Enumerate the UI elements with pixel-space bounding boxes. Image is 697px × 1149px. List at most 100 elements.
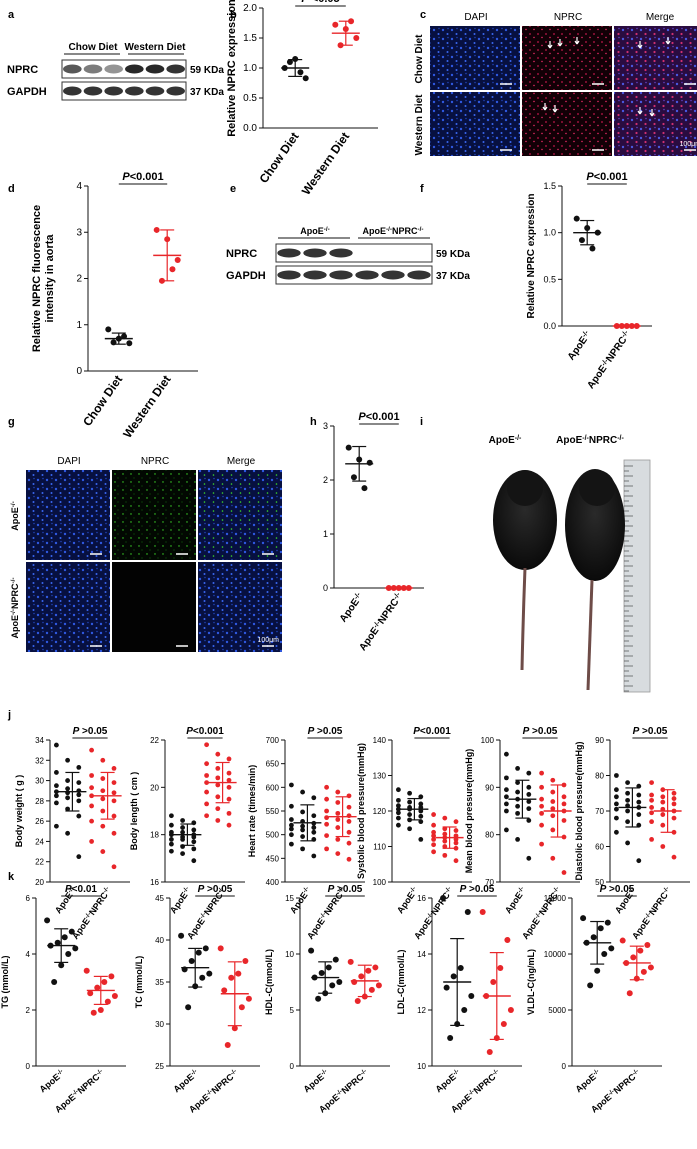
data-point-j6 <box>625 797 630 803</box>
data-point-k2 <box>224 1042 231 1048</box>
data-point-j6 <box>625 780 630 785</box>
data-point-d <box>174 257 181 263</box>
data-point-j2 <box>169 832 174 838</box>
data-point-j5 <box>550 813 556 819</box>
x-tick-label-d: Western Diet <box>120 373 173 441</box>
data-point-j2 <box>191 839 197 845</box>
fluo-g-row-label: ApoE-/- <box>10 501 21 530</box>
y-tick-label-k5: 10000 <box>544 950 567 959</box>
data-point-k5 <box>640 968 647 975</box>
data-point-j2 <box>180 829 186 835</box>
data-point-j3 <box>346 793 352 799</box>
fluo-c-image-tile <box>614 92 697 156</box>
y-tick-label-j6: 70 <box>595 807 604 816</box>
data-point-j2 <box>191 846 197 852</box>
blot-a-band <box>166 64 185 74</box>
x-tick-label-b: Chow Diet <box>257 130 302 186</box>
data-point-j1 <box>65 830 70 836</box>
data-point-j3 <box>324 808 329 814</box>
data-point-k2 <box>245 995 252 1002</box>
y-tick-label-k3: 15 <box>285 894 294 903</box>
data-point-k3 <box>336 979 343 985</box>
data-point-j3 <box>311 813 317 819</box>
data-point-k1 <box>51 979 58 985</box>
data-point-b <box>286 59 293 65</box>
data-point-k1 <box>58 962 65 969</box>
y-tick-label-d: 0 <box>76 366 82 377</box>
y-tick-label-f: 0.5 <box>543 274 556 284</box>
y-tick-label-j4: 110 <box>373 843 386 852</box>
data-point-j4 <box>431 812 436 817</box>
data-point-k3 <box>332 956 339 963</box>
data-point-k2 <box>202 945 209 952</box>
data-point-j5 <box>504 787 509 793</box>
fluo-c-column-label: Merge <box>646 12 675 23</box>
chart-j4: 100 110 120 130 140 Systolic blood pressure(m… <box>356 726 472 941</box>
x-tick-label-h: ApoE-/- <box>337 591 366 625</box>
y-tick-label-b: 2.0 <box>243 3 257 14</box>
fluo-c-image-tile <box>430 92 520 156</box>
chart-j5: 70 80 90 100 Mean blood pressure(mmHg) P >0.0… <box>464 726 580 941</box>
y-tick-label-k4: 10 <box>417 1062 426 1071</box>
data-point-j1 <box>89 793 94 799</box>
data-point-j4 <box>453 858 459 864</box>
data-point-j6 <box>614 806 619 812</box>
y-tick-label-j3: 700 <box>266 736 280 745</box>
data-point-k4 <box>486 1049 493 1055</box>
fluo-g-image-tile <box>198 562 282 652</box>
data-point-k2 <box>228 974 235 981</box>
y-label-j4: Systolic blood pressure(mmHg) <box>356 743 366 879</box>
data-point-d <box>121 333 128 340</box>
data-point-j4 <box>418 813 424 819</box>
data-point-j4 <box>407 812 412 817</box>
y-tick-label-j4: 120 <box>373 807 387 816</box>
data-point-k2 <box>231 1025 238 1032</box>
data-point-b <box>302 75 309 82</box>
fluo-g-image-tile <box>112 562 196 652</box>
data-point-j3 <box>346 819 352 824</box>
data-point-f <box>573 215 580 222</box>
blot-e-band-label: NPRC <box>226 248 257 260</box>
data-point-b <box>332 21 339 28</box>
data-point-j4 <box>407 826 412 832</box>
data-point-j4 <box>431 842 436 848</box>
data-point-j4 <box>407 790 412 796</box>
data-point-j3 <box>324 784 329 790</box>
data-point-d <box>105 326 112 333</box>
data-point-j4 <box>442 838 448 844</box>
data-point-j4 <box>453 840 459 846</box>
data-point-j6 <box>649 837 654 842</box>
blot-e-band <box>303 270 327 280</box>
data-point-j1 <box>76 854 82 860</box>
data-point-j5 <box>539 803 544 809</box>
data-point-j5 <box>515 837 520 842</box>
data-point-j2 <box>180 818 186 823</box>
panel-letter-i: i <box>420 416 423 428</box>
data-point-j6 <box>614 773 619 778</box>
data-point-j3 <box>311 829 317 835</box>
data-point-j6 <box>625 808 630 814</box>
fluo-c-row-label: Chow Diet <box>414 34 425 84</box>
data-point-k3 <box>325 964 332 971</box>
x-tick-label-b: Western Diet <box>299 130 352 198</box>
blot-e-band <box>329 270 353 280</box>
data-point-j3 <box>300 827 305 833</box>
data-point-j2 <box>226 770 232 776</box>
data-point-k3 <box>318 970 325 977</box>
y-tick-label-j3: 500 <box>266 831 280 840</box>
data-point-j2 <box>215 766 221 771</box>
x-tick-label-j2: ApoE-/- <box>168 885 193 915</box>
significance-label-j4: P<0.001 <box>413 726 451 737</box>
arrow-icon <box>542 103 548 111</box>
data-point-j5 <box>539 841 544 847</box>
y-tick-label-j3: 550 <box>266 807 280 816</box>
data-point-j1 <box>76 780 82 785</box>
data-point-j6 <box>660 799 666 805</box>
data-point-k4 <box>461 1007 468 1013</box>
data-point-j2 <box>215 818 221 823</box>
panel-letter-g: g <box>8 416 15 428</box>
y-tick-label-j5: 90 <box>485 783 494 792</box>
data-point-k4 <box>464 909 471 915</box>
y-tick-label-k1: 4 <box>26 950 31 959</box>
data-point-j1 <box>65 778 70 783</box>
